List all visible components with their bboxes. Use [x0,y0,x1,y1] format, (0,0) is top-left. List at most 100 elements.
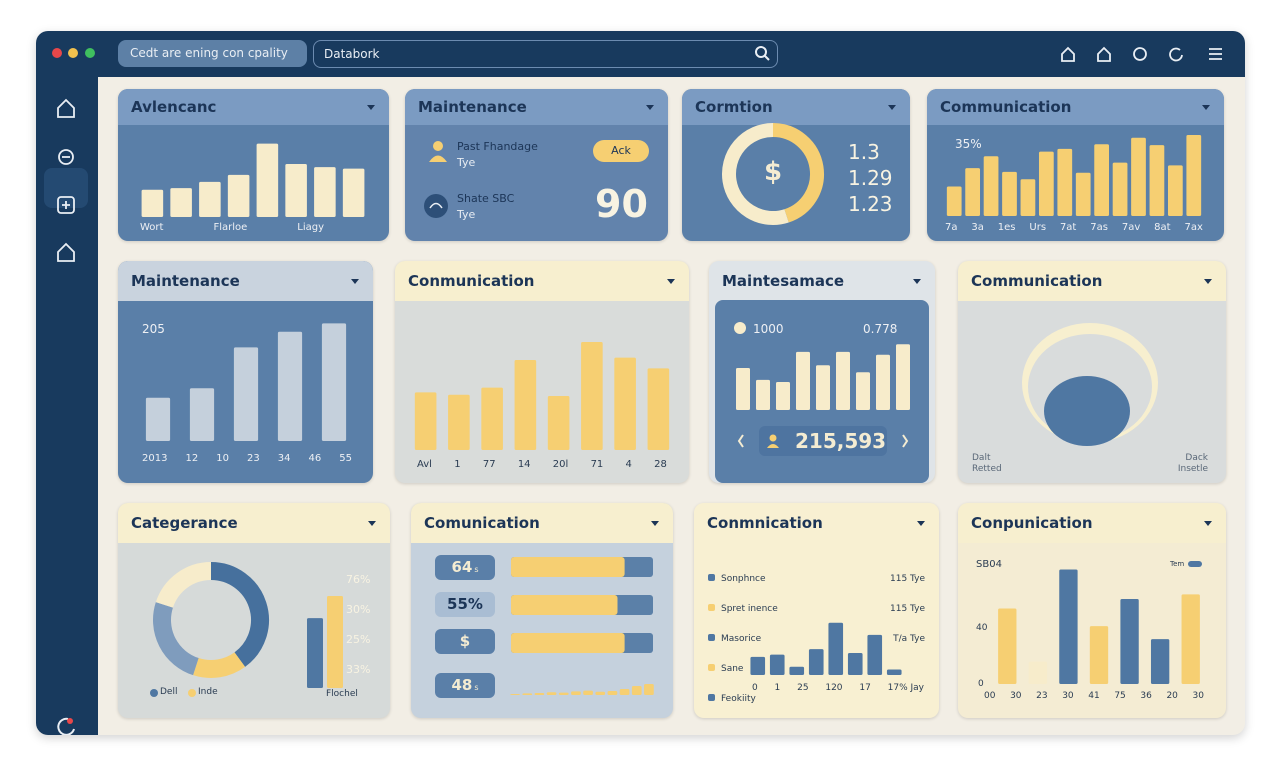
bar [571,691,581,695]
row-label: Shate SBC [457,192,515,205]
panel-title: Maintesamace [709,261,935,301]
label-text: Sane [721,664,744,674]
bar [534,693,545,695]
label: 7at [1060,222,1076,233]
search-icon[interactable] [754,45,772,63]
label-text: 20l [552,459,569,470]
label: Sane [708,654,778,684]
bar [828,622,844,675]
label-text: 41 [1088,691,1100,701]
label-text: 3a [971,222,984,233]
total-arrows[interactable] [737,429,909,453]
panel: Categerance 76% 30% 25% 33% Dell Inde Floch… [118,503,390,718]
item-icon [708,574,715,581]
panel-title: Comunication [411,503,673,543]
label-text: Spret inence [721,604,778,614]
button[interactable]: Ack [593,140,649,162]
label: Spret inence [708,594,778,624]
label: Avl [417,459,432,470]
label-text: 7at [1059,222,1077,233]
bar [256,143,279,217]
panel-title: Conmnication [694,503,939,543]
bar [816,365,830,410]
panel-title: Maintenance [405,89,668,125]
label-text: 1.23 [848,192,893,216]
bar [1131,137,1146,216]
bar [614,357,636,450]
donut [722,123,824,225]
bar [836,351,850,410]
label: 7av [1122,222,1140,233]
pill-text: 55% [447,595,483,613]
label-text: 33% [346,663,371,676]
label: Flarloe [213,222,247,233]
legend-item: Tem [1170,560,1185,568]
tab[interactable]: Cedt are ening con cpality [118,40,307,67]
panel: Maintesamace 1000 0.778 215,593 [709,261,935,483]
item-icon [708,664,715,671]
label: T/a Tye [890,624,925,654]
label: 20 [1166,691,1177,701]
bar [1120,599,1139,684]
bar [522,693,533,695]
label-text: 14 [517,459,531,470]
label-text: 1.29 [848,166,893,190]
bar [1075,172,1091,216]
label-text: 7av [1121,222,1141,233]
bar [1059,569,1078,684]
legend-item: Inde [198,687,218,697]
label-text: 0 [752,683,758,693]
panel: Conmunication Avl 1 77 14 20l 71 4 28 [395,261,689,483]
bar [886,669,902,675]
pill-list: 64 s 55% $48 s [435,555,495,710]
bar [514,360,537,450]
label: Urs [1029,222,1046,233]
label-text: 30 [1192,691,1204,701]
pill-unit: s [474,565,479,574]
label: 17% Jay [888,683,924,693]
panel-title: Maintenance [118,261,373,301]
pill-text: 64 [451,558,473,576]
label: 7ax [1184,222,1202,233]
bar [847,653,863,675]
logout-icon[interactable] [54,715,78,735]
bar [1149,145,1165,216]
label: 1.29 [848,165,893,191]
label: 36 [1140,691,1151,701]
label-text: 8at [1154,222,1171,233]
bar [946,186,962,216]
label-text: Feokiity [721,694,756,704]
label: 30 [1062,691,1073,701]
label: 55 [339,453,352,464]
label: 1es [998,222,1016,233]
panel-title: Communication [927,89,1224,125]
item-icon [708,694,715,701]
bar [141,189,164,217]
panel: Maintenance 205 2013 12 10 23 34 46 55 [118,261,373,483]
toolbar-icons[interactable] [1056,43,1226,65]
bar [189,388,215,441]
label: 30 [1193,691,1204,701]
bar [631,686,642,695]
bar-chart [946,135,1202,216]
panel: Maintenance Past Fhandage Tye Ack Shate … [405,89,668,241]
label: Liagy [297,222,324,233]
label: 30% [346,595,370,625]
bar [581,342,603,450]
bar [867,634,883,675]
bar [583,690,593,695]
nav-icons[interactable] [52,95,82,295]
search-box[interactable]: Databork [313,40,778,68]
bar-chart [307,596,343,688]
bar [808,649,824,675]
bar [769,654,785,675]
label-text: 120 [825,683,843,693]
label: Feokiity [708,684,778,714]
user-icon [429,141,447,162]
bar [965,168,981,216]
value-list: 1.3 1.29 1.23 [848,139,893,217]
bar [227,174,250,217]
total-pill [759,426,887,456]
bar [1020,179,1036,216]
